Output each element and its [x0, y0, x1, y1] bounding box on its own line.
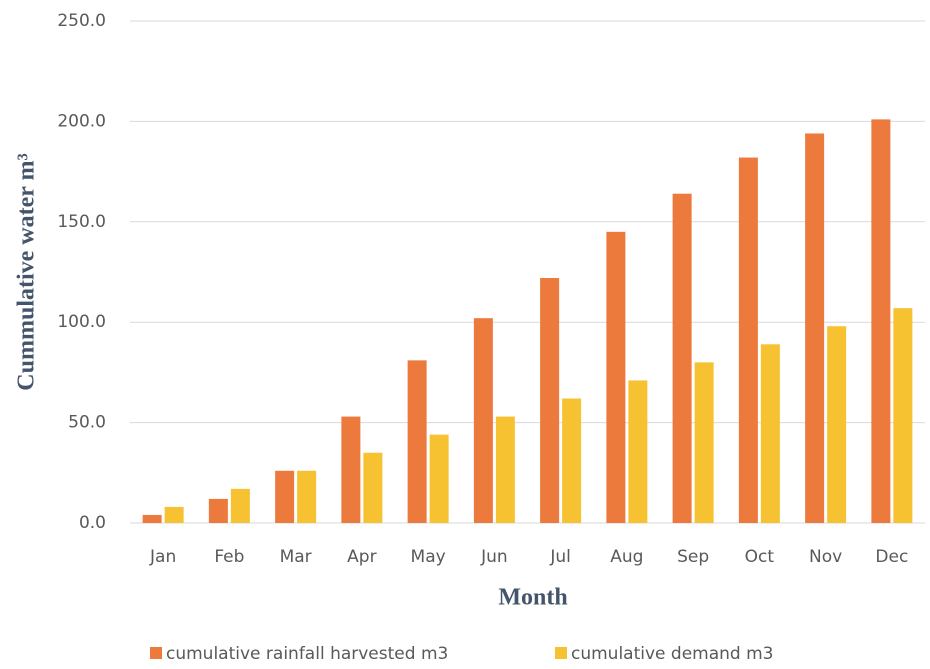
x-axis-title: Month: [498, 585, 567, 611]
bar: [827, 326, 847, 523]
bar: [672, 193, 692, 524]
x-tick-label: May: [411, 547, 446, 567]
bar: [363, 452, 383, 523]
bar: [473, 318, 493, 523]
y-axis-title: Cummulative water m³: [14, 153, 40, 390]
bar: [208, 498, 228, 523]
bar: [164, 506, 184, 523]
legend-swatch: [555, 647, 567, 659]
y-tick-label: 100.0: [57, 312, 106, 332]
bar: [407, 360, 427, 523]
y-tick-label: 0.0: [79, 513, 106, 533]
bar: [540, 278, 560, 523]
x-tick-label: Feb: [214, 547, 244, 567]
bar: [893, 308, 913, 523]
y-tick-label: 250.0: [57, 11, 106, 31]
y-tick-label: 50.0: [68, 413, 106, 433]
x-tick-label: Mar: [280, 547, 312, 567]
y-tick-label: 150.0: [57, 212, 106, 232]
bar: [230, 488, 250, 523]
legend-label: cumulative rainfall harvested m3: [166, 644, 448, 664]
bar: [628, 380, 648, 523]
bar: [562, 398, 582, 523]
x-tick-label: Apr: [347, 547, 376, 567]
x-tick-label: Oct: [745, 547, 775, 567]
y-tick-label: 200.0: [57, 111, 106, 131]
legend-label: cumulative demand m3: [571, 644, 773, 664]
bar: [606, 231, 626, 523]
bar: [805, 133, 825, 523]
x-tick-label: Aug: [610, 547, 643, 567]
bar: [738, 157, 758, 523]
x-tick-label: Jun: [480, 547, 508, 567]
bar: [495, 416, 515, 523]
x-tick-label: Dec: [875, 547, 908, 567]
legend-swatch: [150, 647, 162, 659]
x-tick-label: Nov: [809, 547, 842, 567]
bar: [694, 362, 714, 523]
bar: [297, 470, 317, 523]
bar: [275, 470, 295, 523]
x-tick-label: Jan: [149, 547, 176, 567]
bar: [871, 119, 891, 523]
bar: [341, 416, 361, 523]
x-tick-label: Sep: [677, 547, 709, 567]
bar: [760, 344, 780, 523]
x-tick-label: Jul: [549, 547, 571, 567]
bar: [429, 434, 449, 523]
bar: [142, 514, 162, 523]
